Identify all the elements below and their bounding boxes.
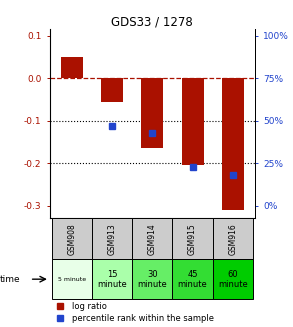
Text: log ratio: log ratio [72,302,107,311]
Bar [132,218,173,259]
Text: 15
minute: 15 minute [97,270,127,288]
Bar [92,259,132,300]
Text: 30
minute: 30 minute [137,270,167,288]
Bar [222,78,244,210]
Bar [213,259,253,300]
Text: GSM915: GSM915 [188,223,197,254]
Bar [182,78,204,165]
Text: percentile rank within the sample: percentile rank within the sample [72,314,214,323]
Text: GSM914: GSM914 [148,223,157,254]
Bar [213,218,253,259]
Text: GSM916: GSM916 [228,223,237,254]
Bar [52,259,92,300]
Bar [61,57,83,78]
Text: GSM908: GSM908 [67,223,76,254]
Bar [132,259,173,300]
Text: time: time [0,275,20,284]
Text: GSM913: GSM913 [108,223,117,254]
Bar [173,218,213,259]
Bar [101,78,123,102]
Bar [52,218,92,259]
Bar [141,78,163,148]
Text: 60
minute: 60 minute [218,270,248,288]
Bar [92,218,132,259]
Text: 45
minute: 45 minute [178,270,207,288]
Title: GDS33 / 1278: GDS33 / 1278 [111,15,193,28]
Bar [173,259,213,300]
Text: 5 minute: 5 minute [58,277,86,282]
